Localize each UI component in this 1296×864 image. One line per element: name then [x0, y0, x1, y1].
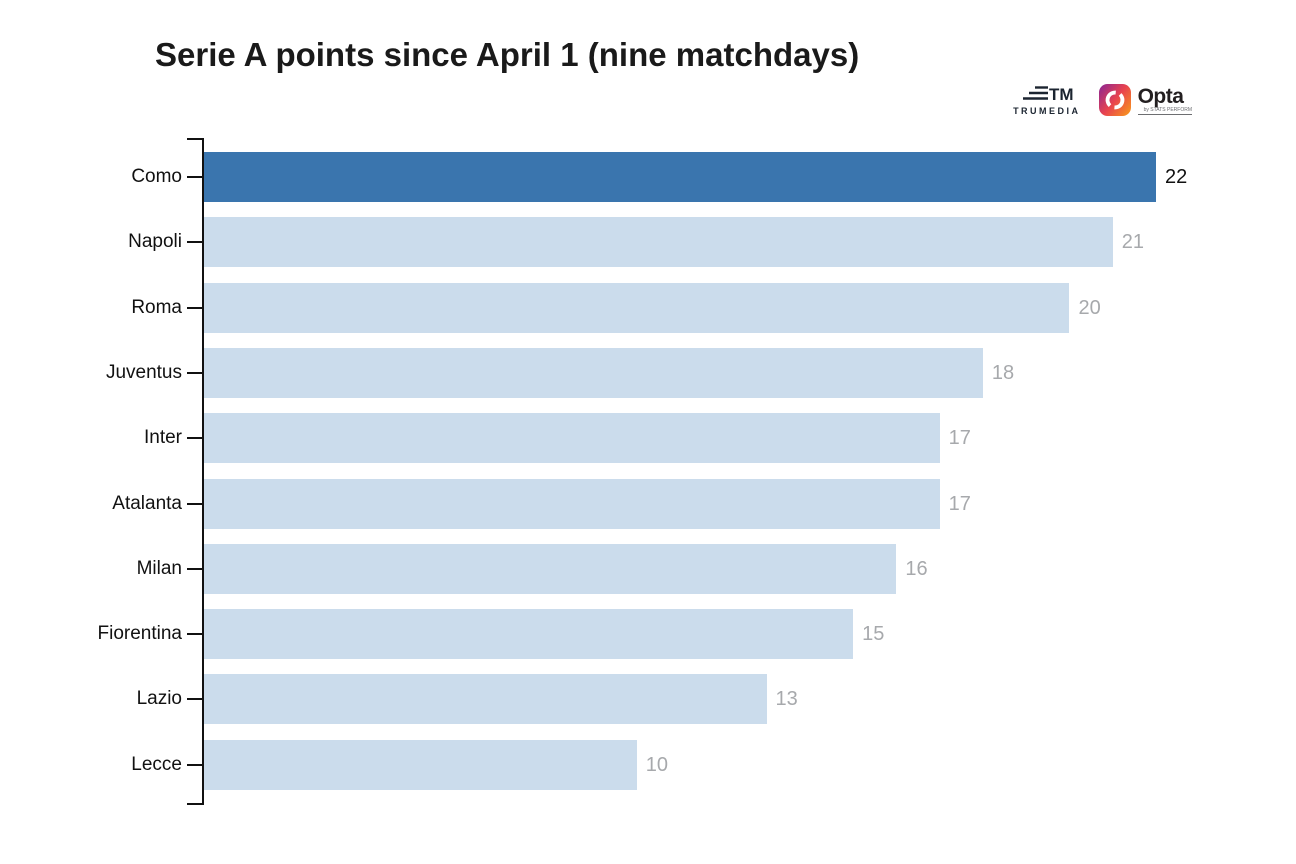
- axis-tick: [187, 371, 203, 374]
- opta-wordmark: Opta: [1137, 84, 1184, 108]
- axis-tick: [187, 633, 203, 636]
- bar: [204, 413, 940, 464]
- axis-tick: [187, 763, 203, 766]
- category-label: Milan: [136, 557, 182, 579]
- trumedia-wordmark: TRUMEDIA: [1013, 106, 1081, 116]
- value-label: 15: [862, 623, 885, 646]
- y-axis-bottom-cap: [187, 803, 203, 805]
- svg-text:TM: TM: [1049, 85, 1074, 104]
- bar: [204, 739, 637, 790]
- value-label: 10: [645, 753, 668, 776]
- y-axis-line: [202, 138, 204, 805]
- bar: [204, 674, 767, 725]
- category-label: Lazio: [136, 688, 182, 710]
- trumedia-logo: TM TRUMEDIA: [1013, 84, 1081, 116]
- bar: [204, 347, 983, 398]
- logo-block: TM TRUMEDIA Opta by STATS PERFORM: [1013, 84, 1192, 116]
- axis-tick: [187, 306, 203, 309]
- value-label: 20: [1078, 296, 1101, 319]
- axis-tick: [187, 437, 203, 440]
- value-label: 16: [905, 557, 928, 580]
- bar: [204, 543, 897, 594]
- opta-subtext: by STATS PERFORM: [1137, 107, 1192, 115]
- opta-logo: Opta by STATS PERFORM: [1098, 84, 1192, 116]
- category-label: Fiorentina: [97, 623, 183, 645]
- axis-tick: [187, 502, 203, 505]
- value-label: 13: [775, 688, 798, 711]
- value-label: 17: [948, 427, 971, 450]
- bar: [204, 217, 1113, 268]
- category-label: Atalanta: [112, 492, 182, 514]
- bar: [204, 282, 1070, 333]
- axis-tick: [187, 567, 203, 570]
- y-axis-top-cap: [187, 138, 203, 140]
- value-label: 22: [1165, 166, 1188, 188]
- category-label: Napoli: [128, 231, 182, 253]
- chart-title: Serie A points since April 1 (nine match…: [155, 36, 860, 73]
- value-label: 21: [1121, 231, 1144, 254]
- bar-highlighted: [204, 152, 1156, 202]
- opta-mark-icon: [1098, 84, 1131, 116]
- value-label: 17: [948, 492, 971, 515]
- bar: [204, 478, 940, 529]
- trumedia-mark-icon: TM: [1022, 85, 1074, 104]
- category-label: Inter: [143, 427, 182, 449]
- axis-tick: [187, 176, 203, 178]
- axis-tick: [187, 241, 203, 244]
- value-label: 18: [991, 361, 1015, 384]
- category-label: Juventus: [105, 361, 182, 383]
- category-label: Como: [131, 166, 182, 187]
- category-label: Lecce: [131, 753, 182, 775]
- axis-tick: [187, 698, 203, 701]
- bar: [204, 609, 854, 660]
- category-label: Roma: [131, 296, 182, 318]
